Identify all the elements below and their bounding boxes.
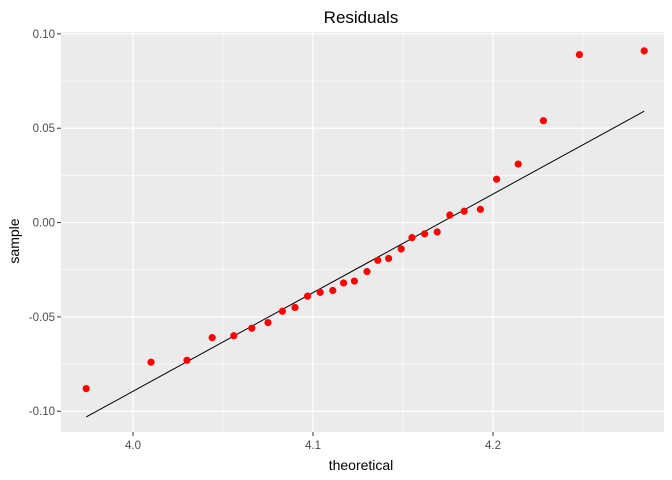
data-point bbox=[460, 207, 468, 215]
data-point bbox=[248, 324, 256, 332]
data-point bbox=[350, 277, 358, 285]
data-point bbox=[385, 254, 393, 263]
y-tick-label: -0.10 bbox=[29, 406, 55, 418]
data-point bbox=[575, 51, 584, 59]
data-point bbox=[329, 286, 337, 295]
data-point bbox=[278, 307, 286, 315]
data-point bbox=[446, 211, 454, 219]
x-tick-label: 4.2 bbox=[485, 440, 501, 452]
y-tick-label: 0.10 bbox=[33, 29, 55, 41]
major-gridlines bbox=[61, 32, 664, 432]
data-point bbox=[230, 332, 238, 340]
reference-line bbox=[85, 110, 645, 418]
data-point bbox=[433, 228, 441, 236]
x-axis-label: theoretical bbox=[329, 457, 394, 473]
data-point bbox=[340, 279, 348, 287]
y-axis-ticks: -0.10 -0.05 0.00 0.05 0.10 bbox=[29, 29, 61, 418]
y-tick-label: 0.00 bbox=[33, 218, 55, 230]
y-tick-label: 0.05 bbox=[33, 123, 55, 135]
data-point bbox=[408, 234, 416, 242]
data-point bbox=[374, 256, 382, 264]
plot-panel bbox=[61, 32, 664, 432]
data-point bbox=[147, 358, 155, 366]
y-axis-label: sample bbox=[6, 218, 22, 263]
x-tick-label: 4.0 bbox=[125, 440, 141, 452]
data-point bbox=[640, 47, 648, 55]
x-axis-ticks: 4.0 4.1 4.2 bbox=[125, 432, 501, 452]
data-point bbox=[493, 175, 501, 183]
data-point bbox=[363, 268, 371, 276]
y-tick-label: -0.05 bbox=[29, 312, 55, 324]
data-point bbox=[514, 160, 522, 168]
data-point bbox=[304, 292, 312, 300]
data-points bbox=[82, 47, 648, 393]
data-point bbox=[82, 385, 90, 393]
minor-gridlines bbox=[61, 32, 664, 432]
data-point bbox=[291, 303, 299, 312]
data-point bbox=[183, 356, 191, 364]
data-point bbox=[397, 245, 405, 253]
data-point bbox=[421, 230, 429, 238]
data-point bbox=[208, 334, 216, 342]
chart-title: Residuals bbox=[324, 8, 399, 27]
x-tick-label: 4.1 bbox=[305, 440, 321, 452]
data-point bbox=[476, 205, 484, 213]
data-point bbox=[264, 318, 272, 327]
data-point bbox=[316, 288, 324, 296]
data-point bbox=[539, 117, 548, 125]
